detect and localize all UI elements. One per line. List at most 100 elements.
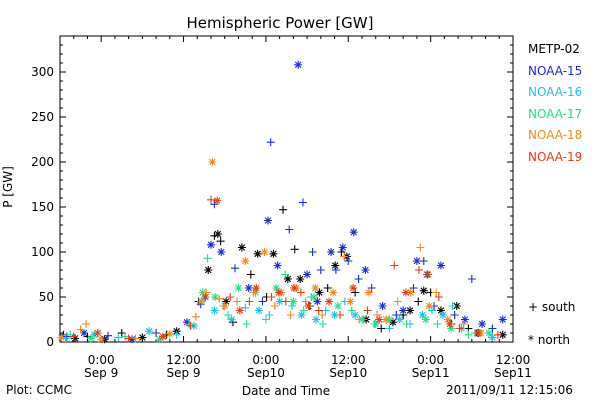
noaa-15-south-point [316,266,325,274]
x-tick-date-label: Sep 9 [84,366,118,380]
y-tick-label: 300 [31,65,54,79]
noaa-15-south-point [450,311,459,319]
noaa-19-south-point [226,293,235,301]
x-tick-time-label: 12:00 [496,353,531,367]
noaa-15-north-point [338,243,347,252]
noaa-18-south-point [393,297,402,306]
metp-02-north-point [237,243,246,252]
metp-02-north-point [222,297,231,306]
noaa-18-south-point [191,312,200,321]
noaa-15-north-point [412,257,421,265]
noaa-17-north-point [86,334,95,343]
noaa-17-north-point [309,293,318,301]
asterisk-symbol-icon: * [528,333,534,347]
legend-item-noaa-17: NOAA-17 [528,106,583,121]
metp-02-north-point [498,330,507,339]
noaa-18-south-point [249,288,258,297]
noaa-15-south-point [354,275,363,283]
data-points [57,60,507,344]
noaa-19-south-point [414,266,423,274]
noaa-19-north-point [325,297,334,306]
noaa-15-north-point [436,261,445,270]
noaa-15-north-point [263,216,272,225]
noaa-19-south-point [390,261,399,270]
noaa-17-north-point [333,302,342,310]
noaa-19-north-point [445,320,454,328]
noaa-15-north-point [273,261,282,270]
noaa-17-south-point [185,320,194,328]
noaa-15-north-point [294,60,303,69]
noaa-19-north-point [252,284,261,292]
noaa-17-south-point [242,320,251,328]
metp-02-south-point [117,329,126,337]
metp-02-north-point [388,318,397,327]
noaa-16-north-point [330,311,339,319]
noaa-16-north-point [275,297,284,306]
metp-02-south-point [323,284,332,292]
y-tick-label: 250 [31,110,54,124]
noaa-16-north-point [395,315,404,324]
noaa-15-south-point [298,198,307,207]
noaa-19-north-point [201,293,210,301]
noaa-15-south-point [392,311,401,319]
y-tick-label: 200 [31,155,54,169]
noaa-16-north-point [418,311,427,319]
south-label: south [541,300,576,314]
noaa-15-south-point [331,266,340,274]
noaa-18-south-point [270,302,279,310]
noaa-18-south-point [215,294,224,303]
noaa-19-south-point [455,324,464,333]
noaa-18-south-point [76,325,85,334]
x-tick-date-label: Sep 9 [167,366,201,380]
noaa-18-north-point [197,297,206,306]
metp-02-south-point [246,270,255,279]
noaa-18-south-point [202,288,211,297]
legend-item-noaa-18: NOAA-18 [528,128,583,143]
noaa-15-north-point [244,284,253,292]
noaa-16-south-point [385,324,394,333]
noaa-15-north-point [327,248,336,256]
noaa-19-south-point [124,334,133,343]
north-symbol-key: * north [528,333,570,347]
metp-02-north-point [204,266,213,274]
noaa-15-north-point [128,335,137,344]
y-axis-label: P [GW] [1,166,15,208]
legend-item-noaa-15: NOAA-15 [528,63,583,78]
noaa-19-north-point [158,332,167,341]
noaa-18-south-point [301,297,310,306]
noaa-17-south-point [370,320,379,328]
metp-02-north-point [315,288,324,297]
noaa-15-north-point [460,315,469,324]
noaa-16-north-point [227,315,236,324]
noaa-19-south-point [281,297,290,306]
noaa-15-north-point [303,270,312,279]
noaa-16-north-point [210,306,219,315]
noaa-17-south-point [347,306,356,315]
noaa-19-south-point [245,297,254,306]
noaa-19-south-point [493,330,502,339]
noaa-16-north-point [351,311,360,319]
metp-02-north-point [406,306,415,315]
noaa-15-north-point [399,306,408,315]
noaa-17-north-point [484,329,493,337]
metp-02-north-point [269,249,278,258]
metp-02-north-point [331,261,340,270]
noaa-19-north-point [349,284,358,292]
noaa-16-north-point [438,311,447,319]
noaa-19-north-point [375,315,384,324]
noaa-16-south-point [265,311,274,319]
noaa-19-north-point [213,196,222,205]
noaa-17-north-point [234,284,243,292]
noaa-19-north-point [93,329,102,337]
noaa-18-south-point [355,315,364,324]
noaa-15-south-point [266,138,275,147]
noaa-15-south-point [285,225,294,234]
y-tick-label: 0 [46,335,54,349]
noaa-17-south-point [261,315,270,324]
noaa-18-south-point [318,311,327,319]
noaa-18-north-point [382,315,391,324]
noaa-19-north-point [235,306,244,315]
noaa-17-south-point [318,320,327,328]
noaa-15-south-point [231,264,240,273]
